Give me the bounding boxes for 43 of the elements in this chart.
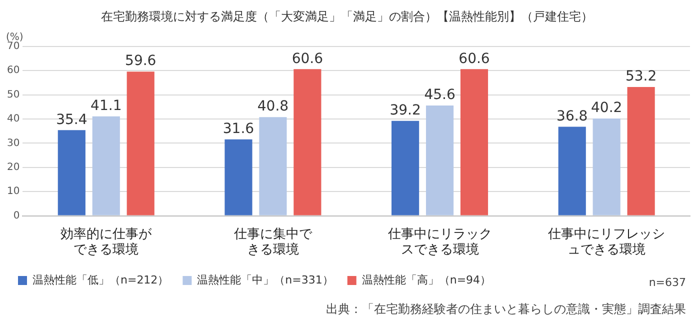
bar (92, 116, 120, 216)
data-label: 36.8 (556, 108, 588, 124)
y-tick-label: 20 (6, 162, 20, 173)
bar (58, 130, 86, 216)
text: n=637 (648, 276, 686, 289)
y-tick-label: 10 (6, 186, 20, 198)
bar (558, 126, 586, 216)
data-label: 53.2 (625, 68, 657, 85)
data-label: 60.6 (292, 50, 324, 67)
x-tick-label: 仕事中にリフレッシュできる環境 (547, 226, 666, 258)
x-tick-label: 仕事に集中できる環境 (232, 226, 313, 258)
y-tick-label: 50 (6, 89, 20, 100)
y-tick-label: 30 (6, 138, 20, 149)
chart-title: 在宅勤務環境に対する満足度（「大変満足」「満足」の割合）【温熱性能別】（戸建住宅） (101, 9, 593, 24)
bar (224, 139, 252, 216)
x-tick-label: 仕事中にリラックスできる環境 (386, 226, 492, 258)
data-label: 40.8 (257, 98, 289, 115)
bar (426, 105, 454, 216)
y-tick-label: 60 (6, 65, 20, 76)
y-axis-title: (%) (6, 32, 24, 43)
data-label: 31.6 (222, 120, 254, 137)
legend-label: 温熱性能「高」（n=94） (362, 273, 492, 286)
data-label: 45.6 (424, 87, 456, 104)
bar (392, 120, 420, 216)
y-tick-label: 0 (13, 210, 20, 222)
data-label: 59.6 (125, 53, 156, 70)
y-tick-label: 70 (6, 40, 20, 52)
bar (627, 87, 655, 216)
bar (592, 118, 620, 216)
legend-label: 温熱性能「中」（n=331） (197, 273, 334, 286)
legend-label: 温熱性能「低」（n=212） (32, 273, 169, 286)
x-tick-label: 効率的に仕事ができる環境 (60, 226, 153, 258)
data-label: 40.2 (591, 100, 622, 116)
source-note: 出典：「在宅勤務経験者の住まいと暮らしの意識・実態」調査結果 (326, 301, 686, 318)
y-tick-label: 40 (6, 114, 20, 125)
bar (294, 69, 322, 216)
data-label: 39.2 (390, 102, 421, 119)
data-label: 60.6 (458, 50, 490, 67)
bar (259, 117, 287, 216)
bar (460, 69, 488, 216)
bar (126, 72, 154, 216)
data-label: 41.1 (90, 98, 122, 114)
data-label: 35.4 (56, 112, 88, 128)
